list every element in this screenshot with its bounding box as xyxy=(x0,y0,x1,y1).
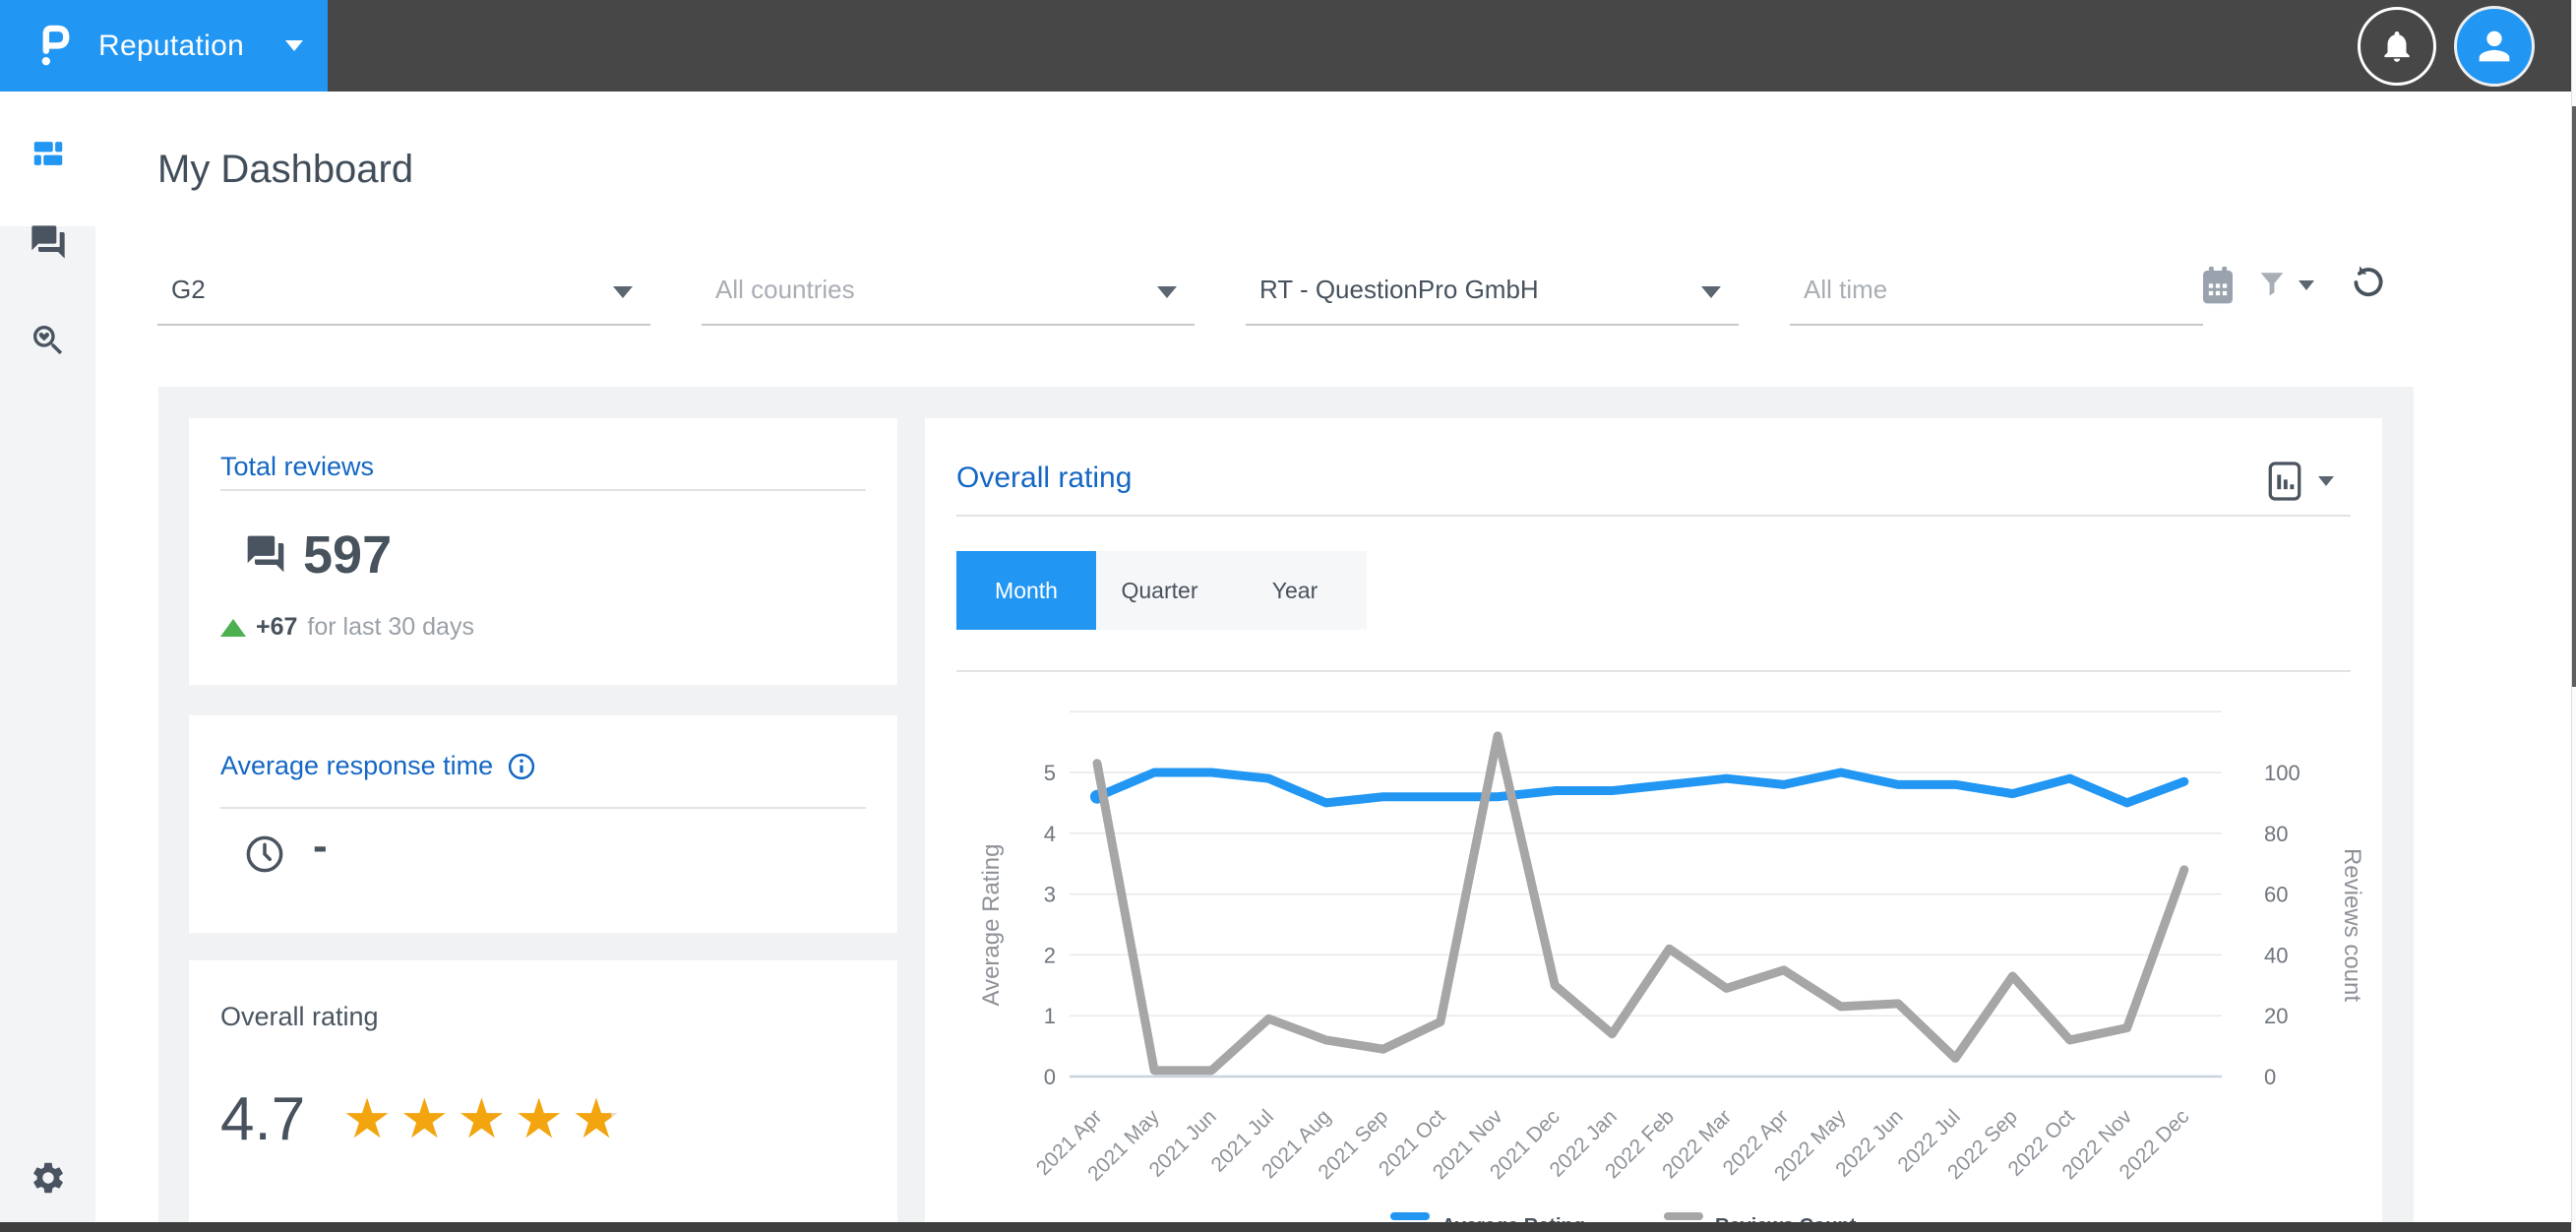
svg-text:5: 5 xyxy=(1044,761,1056,785)
sidebar-item-settings[interactable] xyxy=(30,1159,67,1197)
star-icon: ★ xyxy=(399,1087,458,1151)
sidebar-item-reviews[interactable] xyxy=(29,222,68,262)
avg-response-time-value: - xyxy=(313,822,328,870)
svg-text:80: 80 xyxy=(2264,822,2288,846)
settings-gear-icon xyxy=(30,1159,67,1197)
overall-rating-score-card: Overall rating 4.7 ★★★★★ ★ xyxy=(189,960,897,1232)
star-icon: ★ xyxy=(457,1087,515,1151)
trend-up-icon xyxy=(220,618,246,637)
avg-response-time-title[interactable]: Average response time xyxy=(220,751,494,780)
chevron-down-icon xyxy=(285,40,304,51)
svg-text:1: 1 xyxy=(1044,1004,1056,1028)
svg-text:Reviews count: Reviews count xyxy=(2339,848,2365,1002)
sidebar-item-review-discovery[interactable] xyxy=(29,321,68,360)
svg-text:2: 2 xyxy=(1044,943,1056,967)
svg-text:100: 100 xyxy=(2264,761,2300,785)
top-bar: Reputation xyxy=(0,0,2571,92)
refresh-icon xyxy=(2348,262,2389,303)
reviews-chat-icon xyxy=(244,532,287,576)
product-switcher[interactable]: Reputation xyxy=(0,0,328,92)
country-filter-select[interactable]: All countries xyxy=(702,263,1195,326)
refresh-button[interactable] xyxy=(2348,262,2389,303)
total-reviews-delta-label: for last 30 days xyxy=(307,613,474,641)
chart-type-selector[interactable] xyxy=(2267,460,2334,503)
user-avatar-icon xyxy=(2472,24,2517,69)
overall-rating-chart-card: Overall rating Month Quarter Year xyxy=(925,418,2382,1232)
time-filter-placeholder: All time xyxy=(1804,275,1888,304)
chevron-down-icon xyxy=(2318,476,2334,486)
review-search-icon xyxy=(29,321,68,360)
notifications-button[interactable] xyxy=(2358,7,2436,86)
tab-year[interactable]: Year xyxy=(1271,577,1319,603)
overall-rating-value: 4.7 xyxy=(220,1085,306,1153)
company-filter-value: RT - QuestionPro GmbH xyxy=(1259,275,1539,304)
star-icon: ★ xyxy=(514,1087,572,1151)
info-icon[interactable] xyxy=(507,752,536,781)
svg-text:0: 0 xyxy=(2264,1065,2276,1089)
avg-response-time-card: Average response time - xyxy=(189,715,897,933)
total-reviews-value: 597 xyxy=(303,525,393,585)
tab-month[interactable]: Month xyxy=(956,551,1096,630)
chevron-down-icon xyxy=(1157,286,1177,298)
calendar-icon xyxy=(2198,264,2238,307)
total-reviews-title[interactable]: Total reviews xyxy=(220,452,375,481)
star-icon: ★ ★ xyxy=(571,1087,630,1151)
source-filter-select[interactable]: G2 xyxy=(157,263,650,326)
interval-tabs: Month Quarter Year xyxy=(956,551,1367,630)
bottom-window-edge xyxy=(0,1222,2576,1232)
questionpro-logo-icon xyxy=(33,20,75,73)
page-title: My Dashboard xyxy=(157,148,414,191)
chevron-down-icon xyxy=(613,286,633,298)
time-filter-select[interactable]: All time xyxy=(1790,263,2203,326)
filter-menu-button[interactable] xyxy=(2255,268,2314,303)
reviews-chat-icon xyxy=(29,222,68,262)
chevron-down-icon xyxy=(2299,280,2314,290)
bar-chart-icon xyxy=(2267,460,2302,503)
star-rating: ★★★★★ ★ xyxy=(342,1092,629,1147)
scrollbar-thumb[interactable] xyxy=(2572,106,2576,687)
svg-text:0: 0 xyxy=(1044,1065,1056,1089)
total-reviews-card: Total reviews 597 +67 for last 30 days xyxy=(189,418,897,685)
svg-text:3: 3 xyxy=(1044,883,1056,907)
company-filter-select[interactable]: RT - QuestionPro GmbH xyxy=(1246,263,1739,326)
total-reviews-delta: +67 xyxy=(256,613,298,641)
overall-rating-score-title: Overall rating xyxy=(220,1002,379,1031)
sidebar xyxy=(0,92,95,1232)
svg-text:Average Rating: Average Rating xyxy=(978,844,1005,1007)
source-filter-value: G2 xyxy=(171,275,206,304)
svg-text:20: 20 xyxy=(2264,1004,2288,1028)
chevron-down-icon xyxy=(1701,286,1721,298)
tab-quarter[interactable]: Quarter xyxy=(1121,577,1198,603)
funnel-icon xyxy=(2255,268,2289,303)
svg-text:4: 4 xyxy=(1044,822,1056,846)
bell-icon xyxy=(2378,28,2416,65)
dashboard-icon xyxy=(30,135,67,172)
overall-rating-chart-title[interactable]: Overall rating xyxy=(956,462,1133,494)
sidebar-item-dashboard[interactable] xyxy=(0,92,95,226)
svg-text:40: 40 xyxy=(2264,943,2288,967)
star-icon: ★ xyxy=(342,1087,400,1151)
product-name: Reputation xyxy=(98,29,245,62)
country-filter-placeholder: All countries xyxy=(715,275,855,304)
svg-text:60: 60 xyxy=(2264,883,2288,907)
clock-icon xyxy=(244,833,285,875)
user-menu-button[interactable] xyxy=(2454,6,2535,87)
calendar-button[interactable] xyxy=(2198,264,2238,307)
